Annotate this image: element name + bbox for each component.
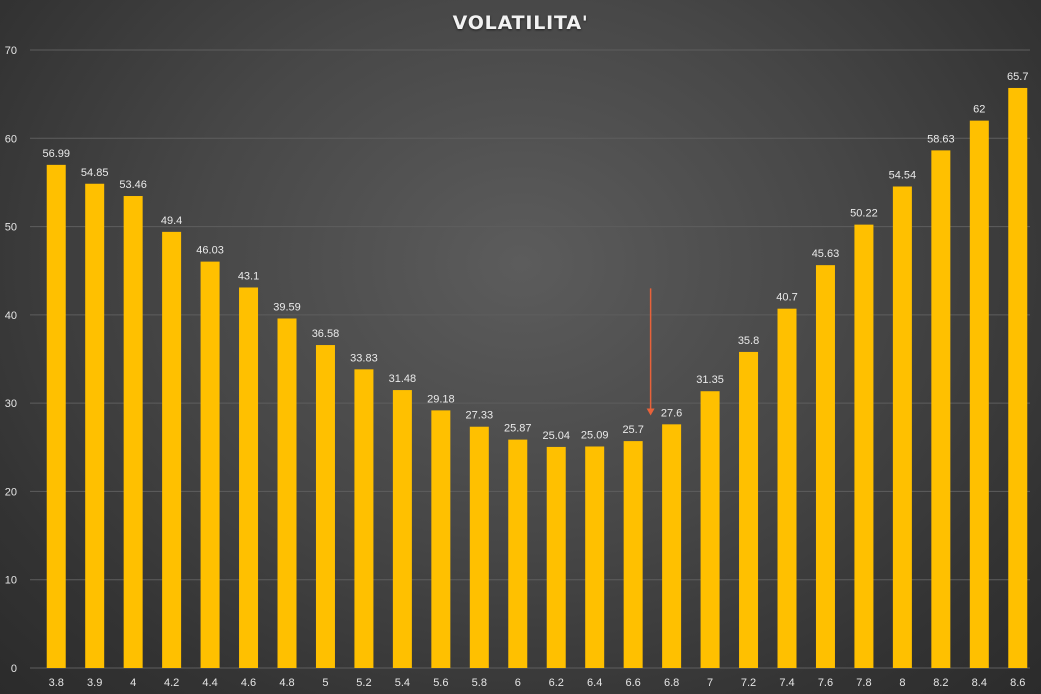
- data-label: 40.7: [776, 292, 797, 304]
- bar: [931, 150, 951, 668]
- x-tick-label: 4: [130, 677, 136, 689]
- x-tick-label: 6.4: [587, 677, 602, 689]
- data-label: 46.03: [196, 245, 224, 257]
- y-tick-label: 20: [5, 486, 17, 498]
- bar: [585, 446, 605, 668]
- x-tick-label: 5.6: [433, 677, 448, 689]
- x-tick-label: 3.9: [87, 677, 102, 689]
- bar: [1008, 87, 1028, 668]
- bar: [431, 410, 451, 668]
- x-tick-label: 7.2: [741, 677, 756, 689]
- data-label: 25.7: [622, 424, 643, 436]
- x-tick-label: 8.6: [1010, 677, 1025, 689]
- x-tick-label: 7.8: [856, 677, 871, 689]
- bar: [892, 186, 912, 668]
- data-label: 31.35: [696, 374, 724, 386]
- data-label: 54.85: [81, 167, 109, 179]
- data-label: 62: [973, 104, 985, 116]
- x-tick-label: 5.4: [395, 677, 410, 689]
- bar: [700, 391, 720, 668]
- y-tick-label: 10: [5, 575, 17, 587]
- bar: [777, 308, 797, 668]
- bar: [662, 424, 682, 668]
- x-tick-label: 8.2: [933, 677, 948, 689]
- data-label: 53.46: [119, 179, 147, 191]
- bar: [739, 351, 759, 668]
- data-label: 45.63: [812, 248, 840, 260]
- data-label: 56.99: [42, 148, 70, 160]
- x-tick-label: 3.8: [49, 677, 64, 689]
- y-tick-label: 60: [5, 133, 17, 145]
- x-tick-label: 8: [899, 677, 905, 689]
- bar: [46, 164, 66, 668]
- data-label: 50.22: [850, 208, 878, 220]
- x-tick-label: 6.2: [549, 677, 564, 689]
- x-tick-label: 6.8: [664, 677, 679, 689]
- bar: [123, 196, 143, 668]
- data-label: 43.1: [238, 270, 259, 282]
- x-tick-label: 4.4: [202, 677, 217, 689]
- x-tick-label: 7.6: [818, 677, 833, 689]
- data-label: 25.87: [504, 423, 532, 435]
- bar: [969, 120, 989, 669]
- x-tick-label: 5: [322, 677, 328, 689]
- bar: [162, 231, 182, 668]
- data-label: 36.58: [312, 328, 340, 340]
- x-tick-label: 6: [515, 677, 521, 689]
- bar: [546, 446, 566, 668]
- data-label: 25.09: [581, 429, 609, 441]
- x-tick-label: 4.8: [279, 677, 294, 689]
- bar: [354, 369, 374, 668]
- bar: [469, 426, 489, 668]
- data-label: 39.59: [273, 301, 301, 313]
- data-label: 65.7: [1007, 71, 1028, 83]
- data-label: 58.63: [927, 133, 955, 145]
- x-tick-label: 4.6: [241, 677, 256, 689]
- y-tick-label: 50: [5, 222, 17, 234]
- data-label: 35.8: [738, 335, 759, 347]
- data-label: 25.04: [542, 430, 570, 442]
- x-tick-label: 4.2: [164, 677, 179, 689]
- bar: [85, 183, 105, 668]
- bar: [239, 287, 259, 668]
- bar: [508, 439, 528, 668]
- x-tick-label: 8.4: [972, 677, 987, 689]
- bar: [277, 318, 297, 668]
- y-tick-label: 30: [5, 398, 17, 410]
- data-label: 27.33: [466, 410, 494, 422]
- bar: [854, 224, 874, 668]
- data-label: 27.6: [661, 407, 682, 419]
- bar: [200, 261, 220, 668]
- bar: [815, 265, 835, 668]
- annotation-arrow-head: [646, 408, 655, 416]
- data-label: 33.83: [350, 352, 378, 364]
- bar: [623, 441, 643, 668]
- bar: [392, 390, 412, 668]
- chart-title: VOLATILITA': [452, 12, 589, 34]
- data-label: 29.18: [427, 393, 455, 405]
- x-tick-label: 7.4: [779, 677, 794, 689]
- y-tick-label: 0: [11, 663, 17, 675]
- x-tick-label: 7: [707, 677, 713, 689]
- x-tick-label: 5.2: [356, 677, 371, 689]
- bar: [315, 345, 335, 668]
- y-tick-label: 40: [5, 310, 17, 322]
- x-tick-label: 6.6: [626, 677, 641, 689]
- data-label: 54.54: [889, 169, 917, 181]
- y-tick-label: 70: [5, 45, 17, 57]
- data-label: 49.4: [161, 215, 182, 227]
- x-tick-label: 5.8: [472, 677, 487, 689]
- data-label: 31.48: [389, 373, 417, 385]
